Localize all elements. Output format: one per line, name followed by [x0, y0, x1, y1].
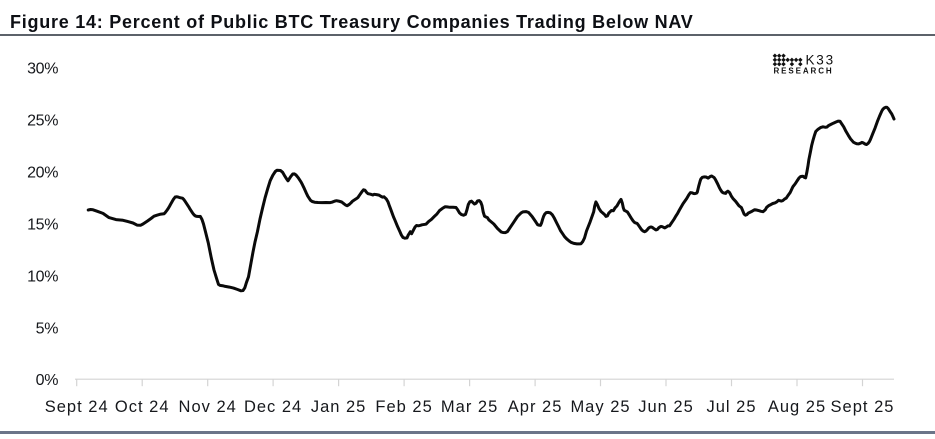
- svg-text:K33: K33: [806, 52, 835, 67]
- svg-text:May 25: May 25: [570, 398, 630, 416]
- svg-text:0%: 0%: [36, 372, 59, 389]
- svg-text:5%: 5%: [36, 320, 59, 337]
- svg-text:Dec 24: Dec 24: [244, 398, 302, 416]
- svg-text:Jul 25: Jul 25: [706, 398, 756, 416]
- svg-text:Jun 25: Jun 25: [638, 398, 694, 416]
- svg-text:20%: 20%: [27, 165, 58, 182]
- svg-text:Jan 25: Jan 25: [311, 398, 367, 416]
- svg-text:Sept 25: Sept 25: [831, 398, 895, 416]
- svg-text:25%: 25%: [27, 113, 58, 130]
- svg-text:Mar 25: Mar 25: [441, 398, 498, 416]
- svg-text:Nov 24: Nov 24: [179, 398, 237, 416]
- svg-text:Oct 24: Oct 24: [115, 398, 170, 416]
- svg-text:Sept 24: Sept 24: [45, 398, 109, 416]
- svg-text:15%: 15%: [27, 216, 58, 233]
- svg-text:30%: 30%: [27, 61, 58, 78]
- svg-text:10%: 10%: [27, 268, 58, 285]
- svg-text:Feb 25: Feb 25: [375, 398, 432, 416]
- svg-text:Aug 25: Aug 25: [768, 398, 826, 416]
- svg-text:Apr 25: Apr 25: [508, 398, 563, 416]
- svg-text:RESEARCH: RESEARCH: [774, 67, 834, 76]
